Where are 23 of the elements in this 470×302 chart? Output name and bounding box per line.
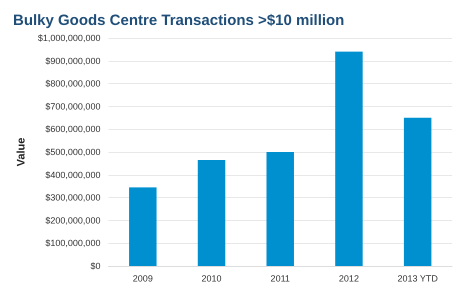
bar (266, 152, 294, 266)
y-tick-label: $200,000,000 (45, 215, 100, 226)
bar (129, 187, 157, 266)
y-tick-label: $900,000,000 (45, 56, 100, 66)
x-tick-label: 2010 (202, 274, 222, 284)
y-tick-label: $0 (90, 261, 100, 271)
x-tick-label: 2009 (132, 274, 153, 284)
chart-title: Bulky Goods Centre Transactions >$10 million (13, 12, 344, 29)
y-tick-label: $100,000,000 (45, 238, 100, 248)
y-tick-label: $500,000,000 (45, 147, 100, 157)
bar (198, 160, 226, 266)
x-tick-label: 2012 (338, 274, 359, 284)
y-tick-label: $600,000,000 (45, 124, 100, 134)
y-tick-label: $700,000,000 (45, 101, 100, 112)
bar (404, 118, 432, 266)
y-tick-label: $400,000,000 (45, 170, 100, 180)
x-tick-label: 2013 YTD (397, 274, 438, 284)
x-tick-label: 2011 (270, 274, 290, 284)
y-tick-label: $300,000,000 (45, 192, 100, 203)
y-tick-label: $1,000,000,000 (38, 33, 100, 43)
y-axis-title: Value (16, 138, 28, 166)
y-tick-label: $800,000,000 (45, 78, 100, 89)
bar (335, 52, 363, 266)
